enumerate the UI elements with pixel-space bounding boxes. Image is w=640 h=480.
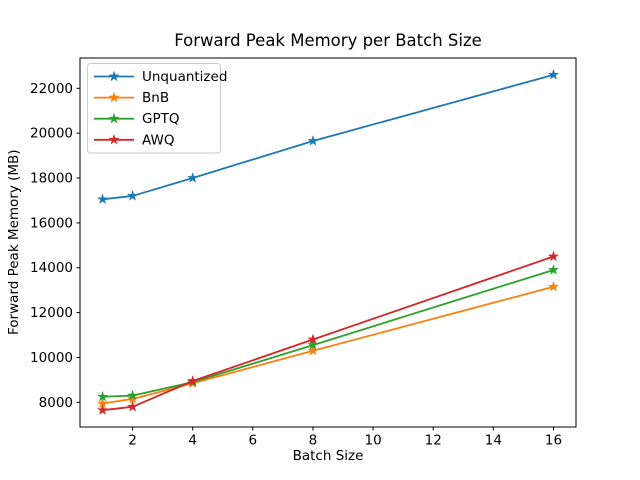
series-line-bnb [102, 285, 554, 405]
marker-star-unquantized [187, 172, 199, 183]
x-tick-label: 10 [364, 433, 381, 449]
legend-swatch-star [108, 133, 120, 145]
marker-star-awq [307, 333, 319, 345]
y-tick-label: 22000 [30, 81, 73, 97]
x-tick-label: 4 [188, 433, 197, 449]
y-tick-label: 10000 [30, 350, 73, 366]
legend-label-unquantized: Unquantized [142, 69, 227, 85]
y-tick-label: 12000 [30, 305, 73, 321]
marker-star-unquantized [307, 134, 319, 146]
x-tick-label: 16 [545, 433, 562, 449]
y-tick-label: 14000 [30, 260, 73, 276]
axes-spines [79, 57, 577, 428]
marker-star-gptq [307, 339, 319, 350]
marker-star-bnb [547, 280, 560, 292]
y-tick-label: 8000 [39, 395, 73, 411]
x-tick-label: 6 [249, 433, 258, 449]
y-tick-label: 20000 [30, 126, 73, 142]
marker-star-awq [187, 375, 199, 386]
marker-star-unquantized [547, 68, 560, 80]
marker-star-awq [96, 404, 109, 416]
x-tick-label: 12 [425, 433, 442, 449]
marker-star-gptq [96, 390, 109, 402]
x-axis-label: Batch Size [292, 448, 364, 464]
legend-label-bnb: BnB [142, 90, 169, 106]
y-tick-label: 18000 [30, 171, 73, 187]
x-tick-label: 8 [309, 433, 318, 449]
legend-swatch-star [108, 91, 120, 103]
y-axis-label: Forward Peak Memory (MB) [6, 149, 22, 336]
chart-title: Forward Peak Memory per Batch Size [174, 31, 482, 50]
marker-star-gptq [126, 389, 139, 401]
legend-swatch-star [108, 70, 120, 82]
legend-label-gptq: GPTQ [142, 111, 179, 127]
marker-star-awq [547, 250, 560, 262]
legend-box [87, 63, 221, 154]
marker-star-unquantized [96, 193, 109, 205]
x-tick-label: 2 [128, 433, 137, 449]
marker-star-gptq [547, 263, 560, 275]
y-tick-label: 16000 [30, 215, 73, 231]
marker-star-unquantized [126, 189, 139, 201]
legend-label-awq: AWQ [142, 132, 174, 148]
marker-star-awq [126, 400, 139, 412]
series-line-gptq [102, 269, 554, 398]
legend-swatch-star [108, 112, 120, 124]
x-tick-label: 14 [485, 433, 502, 449]
marker-star-bnb [307, 344, 319, 356]
